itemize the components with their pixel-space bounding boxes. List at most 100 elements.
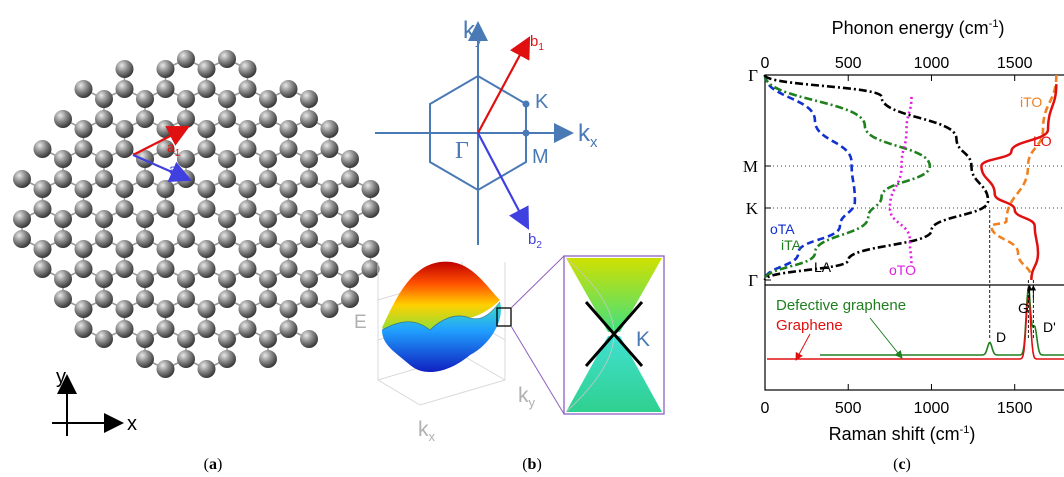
spectrum-graphene	[767, 294, 1064, 360]
brillouin-hexagon	[429, 74, 527, 192]
bottom-tick-label: 1500	[997, 400, 1033, 417]
carbon-atom	[218, 170, 236, 188]
carbon-atom	[156, 260, 175, 278]
carbon-atom	[218, 90, 236, 108]
carbon-atom	[259, 150, 277, 168]
carbon-atom	[218, 270, 236, 288]
carbon-atom	[259, 330, 277, 348]
carbon-atom	[136, 330, 154, 348]
carbon-atom	[341, 230, 359, 248]
carbon-atom	[197, 140, 216, 158]
carbon-atom	[74, 180, 93, 198]
branch-iTO	[990, 74, 1058, 279]
a1-vector	[132, 126, 190, 156]
dirac-cone-inset: K	[510, 255, 665, 415]
carbon-atom	[95, 170, 113, 188]
plot-frame	[764, 74, 1064, 391]
k-point-gridlines	[765, 165, 1064, 209]
carbon-atom	[197, 80, 216, 98]
legend-graphene: Graphene	[776, 317, 843, 334]
caption-c: (c)	[893, 456, 911, 473]
defective-pointer	[869, 317, 903, 359]
carbon-atom	[300, 270, 318, 288]
carbon-atom	[361, 200, 380, 218]
carbon-atom	[218, 150, 236, 168]
carbon-atom	[54, 270, 72, 288]
carbon-atom	[54, 150, 72, 168]
energy-axis-label: E	[354, 312, 367, 333]
carbon-atom	[238, 60, 257, 78]
bottom-axis-title: Raman shift (cm-1)	[829, 424, 976, 444]
carbon-atom	[136, 350, 154, 368]
carbon-atom	[54, 110, 72, 128]
carbon-atom	[320, 180, 339, 198]
carbon-atom	[238, 140, 257, 158]
carbon-atom	[74, 320, 93, 338]
band-ky-label: ky	[518, 384, 536, 410]
carbon-atom	[300, 90, 318, 108]
branch-label-LO: LO	[1033, 133, 1052, 149]
carbon-atom	[74, 120, 93, 138]
carbon-atom	[341, 210, 359, 228]
carbon-atom	[13, 210, 31, 228]
carbon-atom	[115, 200, 134, 218]
carbon-atom	[279, 240, 298, 258]
carbon-atom	[95, 110, 113, 128]
peak-label-1: G	[1018, 300, 1029, 316]
phonon-branches	[763, 73, 1058, 282]
carbon-atom	[218, 110, 236, 128]
carbon-atom	[259, 170, 277, 188]
caption-a: (a)	[204, 456, 223, 473]
carbon-atom	[238, 260, 257, 278]
bottom-tick-label: 500	[835, 400, 862, 417]
top-axis-title: Phonon energy (cm-1)	[832, 18, 1005, 38]
carbon-atom	[177, 290, 195, 308]
panel-b-brillouin-zone: ky kx Γ K M b1 b2	[354, 17, 665, 444]
carbon-atom	[136, 170, 154, 188]
carbon-atom	[300, 110, 318, 128]
carbon-atom	[74, 240, 93, 258]
carbon-atom	[279, 320, 298, 338]
carbon-atom	[218, 210, 236, 228]
top-tick-label: 1500	[997, 55, 1033, 72]
branch-label-iTA: iTA	[781, 237, 802, 253]
carbon-atom	[177, 50, 195, 68]
carbon-atom	[197, 360, 216, 378]
peak-label-0: D	[996, 329, 1006, 345]
carbon-atom	[33, 260, 52, 278]
carbon-atom	[238, 120, 257, 138]
carbon-atom	[197, 200, 216, 218]
carbon-atom	[218, 230, 236, 248]
b2-vector	[477, 132, 530, 230]
k-point-label: K	[746, 199, 759, 218]
carbon-atom	[136, 230, 154, 248]
carbon-atom	[95, 210, 113, 228]
carbon-atom	[115, 240, 134, 258]
carbon-atom	[279, 180, 298, 198]
legend-defective-graphene: Defective graphene	[776, 297, 906, 314]
k-point-labels: Γ M K Γ	[743, 66, 771, 290]
x-axis-label: x	[127, 413, 137, 435]
carbon-atom	[197, 240, 216, 258]
carbon-atom	[238, 200, 257, 218]
carbon-atom	[33, 180, 52, 198]
carbon-atom	[238, 240, 257, 258]
carbon-atom	[136, 150, 154, 168]
graphene-pointer	[795, 333, 811, 361]
carbon-atom	[300, 170, 318, 188]
carbon-atom	[259, 210, 277, 228]
carbon-atom	[279, 140, 298, 158]
carbon-atom	[33, 240, 52, 258]
carbon-atom	[95, 90, 113, 108]
panel-a-lattice: a1 a2 y x	[13, 50, 380, 436]
carbon-atom	[74, 260, 93, 278]
k-point-label: Γ	[748, 66, 758, 85]
carbon-atom	[115, 260, 134, 278]
carbon-atom	[279, 300, 298, 318]
carbon-atom	[320, 260, 339, 278]
carbon-atom	[136, 290, 154, 308]
carbon-atom	[259, 230, 277, 248]
carbon-atom	[177, 110, 195, 128]
